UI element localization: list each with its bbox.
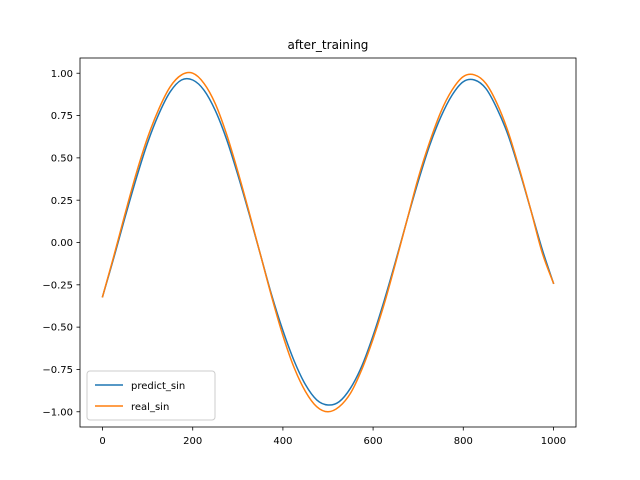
x-tick-label: 200 <box>183 436 202 447</box>
x-tick-label: 1000 <box>541 436 566 447</box>
y-tick-label: −1.00 <box>42 407 73 418</box>
series-line-real-sin <box>101 71 555 413</box>
x-tick-label: 400 <box>273 436 292 447</box>
y-tick-label: 0.25 <box>51 196 73 207</box>
x-tick-label: 0 <box>99 436 105 447</box>
y-tick-label: 0.75 <box>51 111 73 122</box>
series-line-predict-sin <box>101 77 555 406</box>
x-tick-label: 600 <box>364 436 383 447</box>
y-axis: −1.00 −0.75 −0.50 −0.25 0.00 0.25 0.50 0.75 1.00 <box>42 69 80 418</box>
legend-label-predict-sin: predict_sin <box>131 381 185 392</box>
legend-box <box>86 370 216 421</box>
y-tick-label: 0.50 <box>51 153 73 164</box>
x-axis: 0 200 400 600 800 1000 <box>99 427 566 447</box>
y-tick-label: −0.75 <box>42 365 73 376</box>
legend: predict_sin real_sin <box>86 370 216 421</box>
chart-title: after_training <box>288 38 369 52</box>
y-tick-label: 0.00 <box>51 238 73 249</box>
series-layer <box>101 71 555 413</box>
legend-label-real-sin: real_sin <box>131 402 169 413</box>
y-tick-label: 1.00 <box>51 69 73 80</box>
y-tick-label: −0.50 <box>42 323 73 334</box>
x-tick-label: 800 <box>454 436 473 447</box>
y-tick-label: −0.25 <box>42 280 73 291</box>
